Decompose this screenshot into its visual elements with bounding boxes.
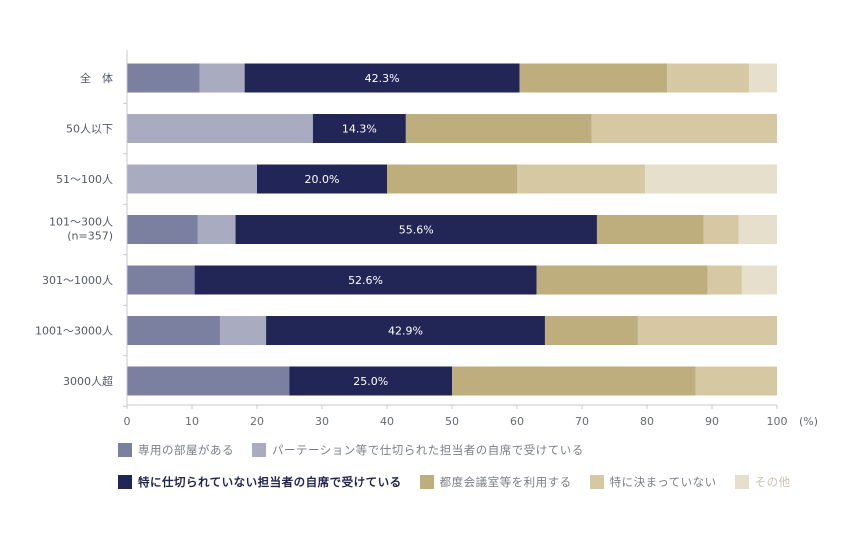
bar-segment	[519, 63, 668, 93]
x-tick-label: 40	[380, 415, 394, 428]
category-label: 50人以下	[66, 123, 113, 136]
bar-segment	[707, 265, 742, 295]
category-label: 1001～3000人	[35, 325, 113, 338]
category-label: (n=357)	[67, 230, 113, 243]
bar-segment	[127, 114, 313, 143]
bar-segment	[127, 366, 290, 396]
bar-segment	[127, 265, 195, 295]
bar-segment	[194, 265, 537, 295]
bar-segment	[312, 114, 406, 143]
data-label: 52.6%	[348, 274, 383, 287]
bar-segment	[645, 164, 777, 194]
legend-item-undecided: 特に決まっていない	[589, 474, 717, 490]
x-tick-label: 70	[575, 415, 589, 428]
bar-segment	[289, 366, 452, 396]
x-tick-label: 50	[445, 415, 459, 428]
category-label: 51～100人	[56, 173, 113, 186]
bar-segment	[741, 265, 777, 295]
legend-label: 特に決まっていない	[609, 475, 717, 489]
bar-segment	[127, 164, 257, 194]
category-labels: 全 体 50人以下 51～100人 101～300人(n=357) 301～1000人 1…	[35, 71, 113, 388]
data-label: 20.0%	[305, 173, 340, 186]
data-label: 25.0%	[353, 375, 388, 388]
legend-label: その他	[754, 475, 791, 489]
bar-segment	[257, 164, 387, 194]
legend-label: パーテーション等で仕切られた担当者の自席で受けている	[272, 443, 584, 457]
legend-row-1: 専用の部屋がある パーテーション等で仕切られた担当者の自席で受けている	[118, 440, 838, 460]
bar-segment	[244, 63, 520, 93]
bar-segment	[637, 316, 777, 345]
bar-segment	[667, 63, 750, 93]
legend-swatch	[734, 475, 749, 489]
legend-swatch	[419, 475, 434, 489]
x-tick-label: 100	[767, 415, 788, 428]
data-label: 14.3%	[342, 123, 377, 136]
legend-item-open-desk: 特に仕切られていない担当者の自席で受けている	[118, 474, 402, 490]
legend-swatch	[589, 475, 604, 489]
x-tick-label: 10	[185, 415, 199, 428]
category-label: 3000人超	[63, 374, 113, 388]
bar-segment	[387, 164, 517, 194]
legend-item-partitioned-desk: パーテーション等で仕切られた担当者の自席で受けている	[252, 442, 584, 458]
bar-segment	[591, 114, 777, 143]
category-label: 全 体	[80, 71, 113, 85]
x-tick-label: 20	[250, 415, 264, 428]
bar-segment	[749, 63, 777, 93]
x-axis: 0 10 20 30 40 50 60 70 80 90 100 (%)	[123, 50, 818, 428]
bar-segment	[517, 164, 646, 194]
bar-segment	[536, 265, 708, 295]
category-label: 101～300人	[49, 216, 113, 229]
legend-item-other: その他	[734, 474, 791, 490]
bar-segment	[596, 215, 704, 244]
bar-segment	[127, 316, 220, 345]
bar-segment	[695, 366, 777, 396]
bar-segment	[197, 215, 236, 244]
legend-swatch	[252, 443, 266, 457]
bar-segment	[452, 366, 696, 396]
legend-item-meeting-room: 都度会議室等を利用する	[419, 474, 572, 490]
x-tick-label: 60	[510, 415, 524, 428]
bar-segment	[219, 316, 267, 345]
legend-swatch	[118, 443, 132, 457]
category-label: 301～1000人	[42, 274, 113, 287]
legend: 専用の部屋がある パーテーション等で仕切られた担当者の自席で受けている 特に仕切…	[118, 440, 838, 504]
bar-segment	[266, 316, 545, 345]
bar-segment	[127, 215, 198, 244]
legend-label: 専用の部屋がある	[138, 443, 234, 457]
x-tick-label: 90	[705, 415, 719, 428]
legend-row-2: 特に仕切られていない担当者の自席で受けている 都度会議室等を利用する 特に決まっ…	[118, 472, 838, 492]
legend-label: 特に仕切られていない担当者の自席で受けている	[138, 475, 402, 489]
legend-swatch	[118, 475, 132, 489]
data-label: 42.9%	[388, 325, 423, 338]
x-tick-label: 0	[124, 415, 131, 428]
bar-segment	[738, 215, 777, 244]
bar-segment	[127, 63, 200, 93]
bar-segment	[544, 316, 638, 345]
bars-layer: 42.3% 14.3% 20.0% 55.6% 52.6% 42.9% 25.0%	[127, 63, 777, 396]
data-label: 42.3%	[365, 72, 400, 85]
unit-label: (%)	[799, 415, 818, 428]
legend-label: 都度会議室等を利用する	[439, 475, 572, 489]
legend-item-dedicated-room: 専用の部屋がある	[118, 442, 234, 458]
bar-segment	[199, 63, 245, 93]
data-label: 55.6%	[399, 224, 434, 237]
bar-segment	[235, 215, 597, 244]
bar-segment	[703, 215, 739, 244]
x-tick-label: 30	[315, 415, 329, 428]
x-tick-label: 80	[640, 415, 654, 428]
bar-segment	[405, 114, 592, 143]
